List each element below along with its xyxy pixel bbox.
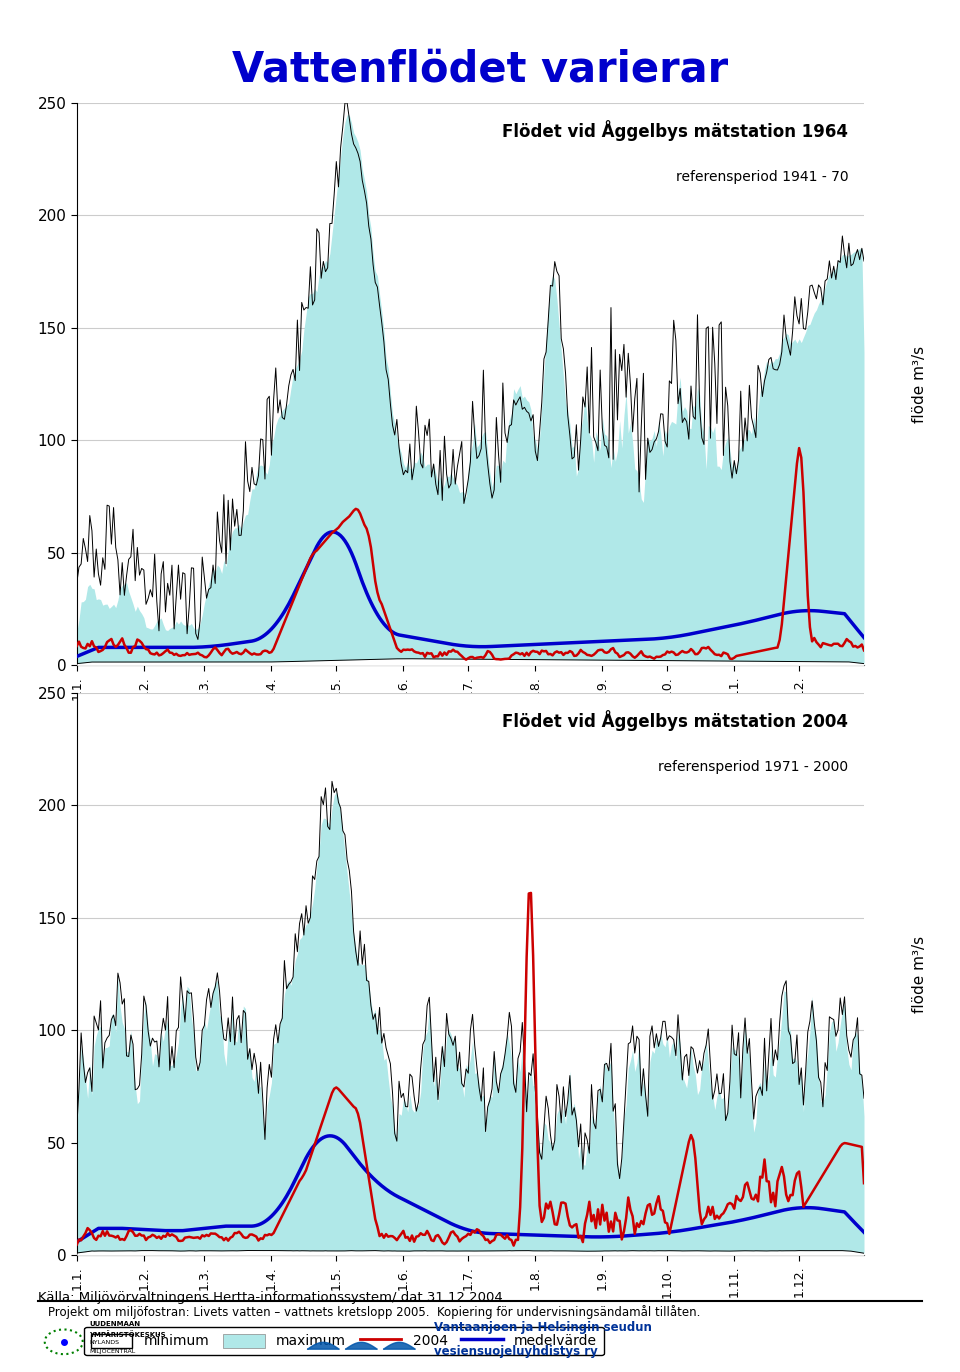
Text: referensperiod 1971 - 2000: referensperiod 1971 - 2000	[659, 760, 849, 774]
Text: NYLANDS: NYLANDS	[89, 1340, 119, 1346]
Text: YMPÄRISTÖKESKUS: YMPÄRISTÖKESKUS	[89, 1331, 166, 1338]
Text: referensperiod 1941 - 70: referensperiod 1941 - 70	[676, 170, 849, 184]
Legend: minimum, maximum, 2004, medelvärde: minimum, maximum, 2004, medelvärde	[84, 1327, 604, 1356]
Text: Källa: Miljövörvaltningens Hertta-informationssystem/ dat 31.12.2004: Källa: Miljövörvaltningens Hertta-inform…	[38, 1291, 503, 1303]
Legend: minimum, maximum, 1964, medelvärde: minimum, maximum, 1964, medelvärde	[84, 737, 605, 766]
Text: Projekt om miljöfostran: Livets vatten – vattnets kretslopp 2005.  Kopiering för: Projekt om miljöfostran: Livets vatten –…	[48, 1305, 701, 1318]
Text: Vantaanjoen ja Helsingin seudun: Vantaanjoen ja Helsingin seudun	[434, 1321, 652, 1334]
Text: vesiensuojeluyhdistys ry: vesiensuojeluyhdistys ry	[434, 1345, 597, 1357]
Text: Flödet vid Åggelbys mätstation 1964: Flödet vid Åggelbys mätstation 1964	[502, 119, 849, 141]
Text: flöde m³/s: flöde m³/s	[912, 936, 926, 1013]
Text: Vattenflödet varierar: Vattenflödet varierar	[232, 48, 728, 91]
Text: flöde m³/s: flöde m³/s	[912, 346, 926, 423]
Text: MILJÖCENTRAL: MILJÖCENTRAL	[89, 1349, 135, 1354]
Text: Flödet vid Åggelbys mätstation 2004: Flödet vid Åggelbys mätstation 2004	[502, 709, 849, 731]
Text: UUDENMAAN: UUDENMAAN	[89, 1321, 140, 1327]
